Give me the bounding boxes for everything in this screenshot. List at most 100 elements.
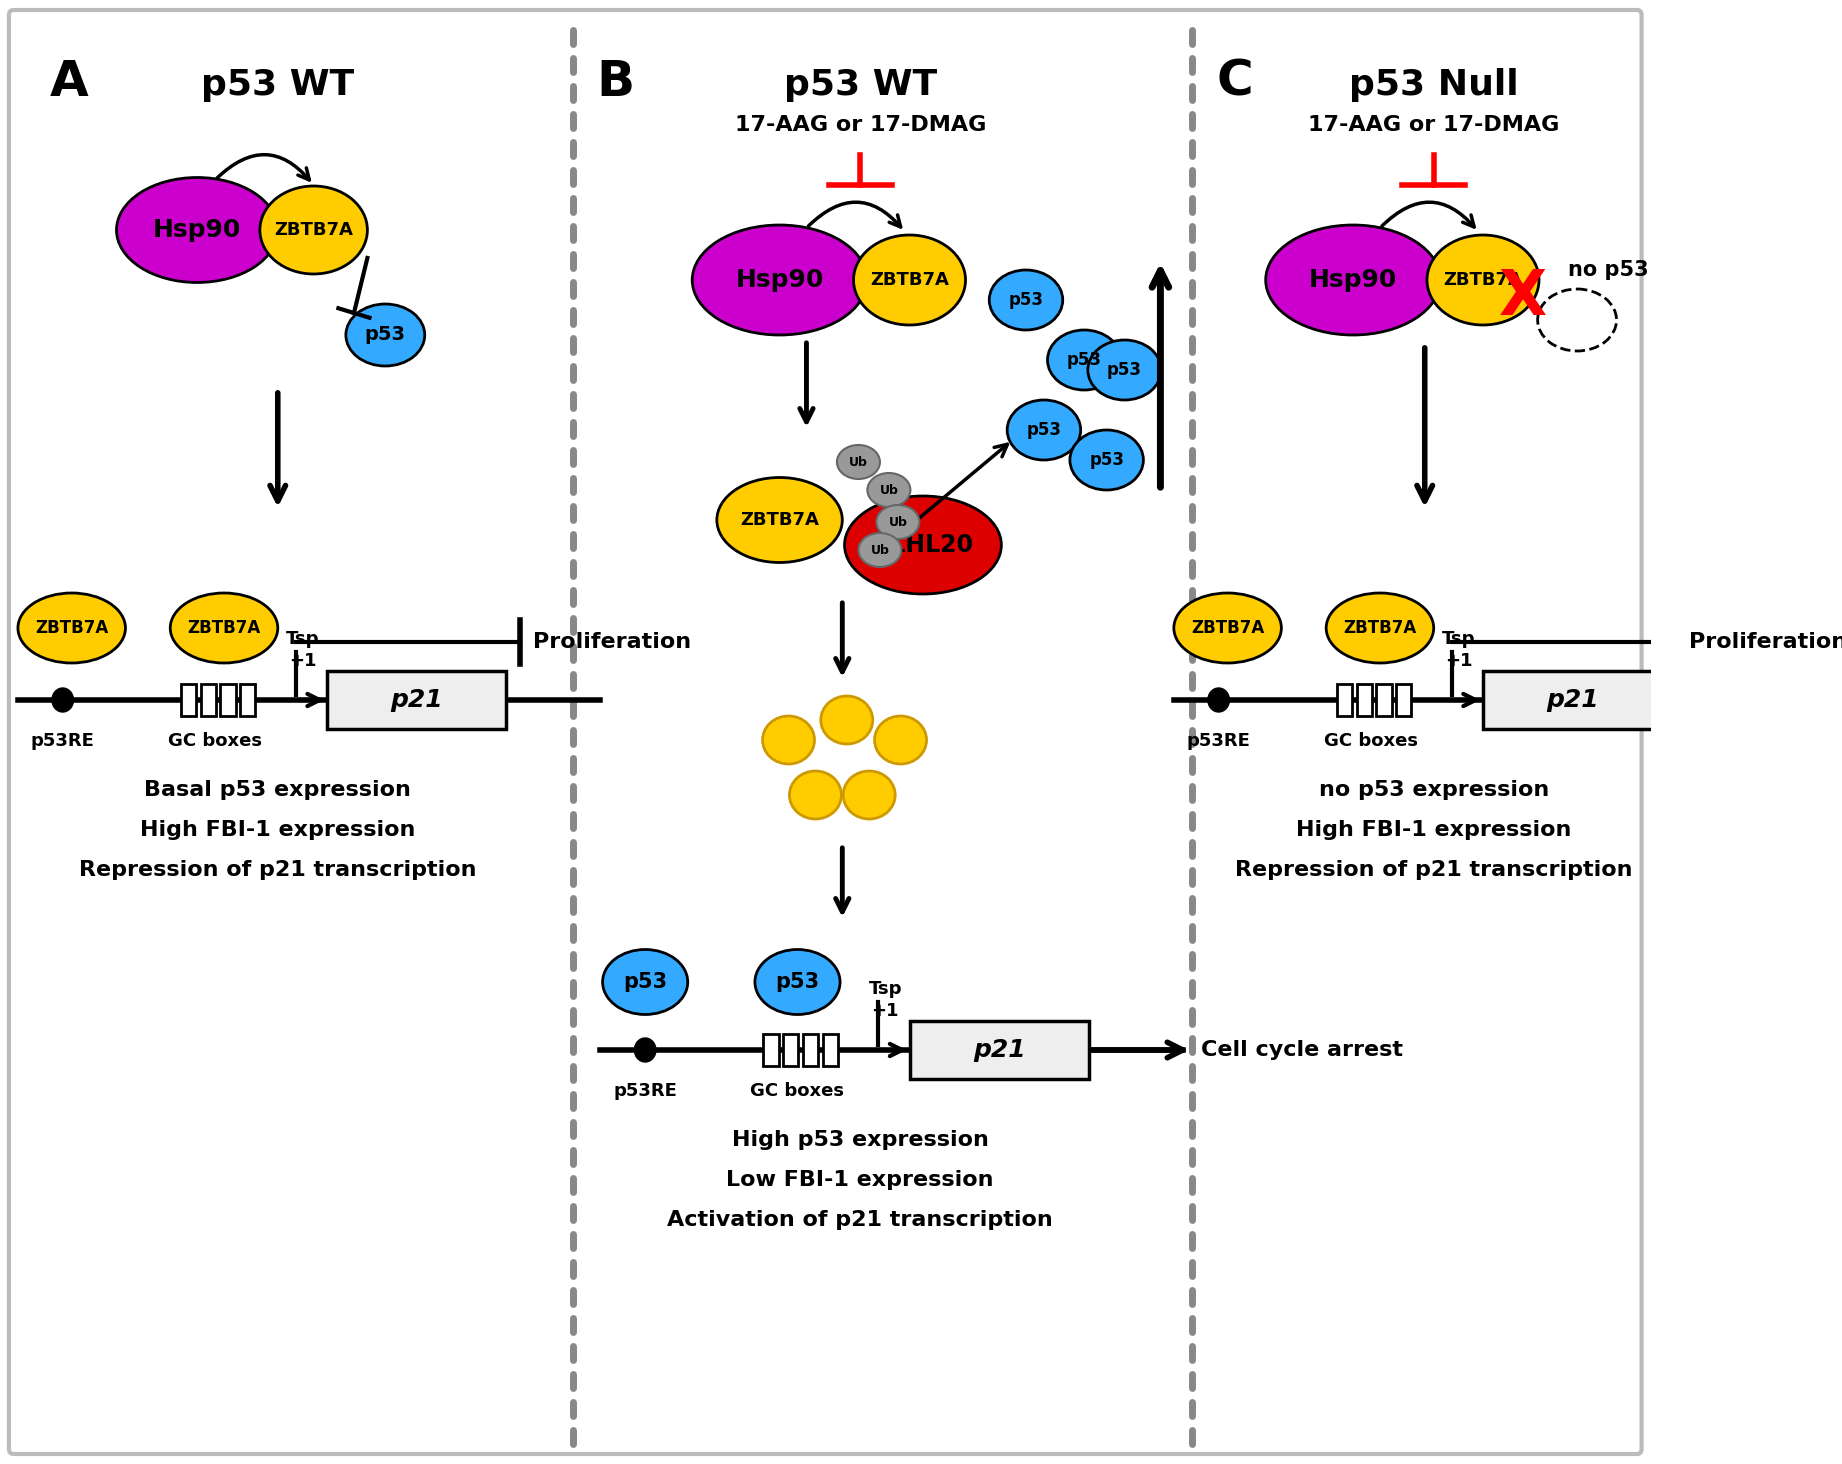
- Text: ZBTB7A: ZBTB7A: [1343, 619, 1416, 637]
- Ellipse shape: [1070, 430, 1144, 490]
- Bar: [328, 671, 507, 729]
- Ellipse shape: [260, 186, 367, 274]
- Ellipse shape: [717, 477, 842, 562]
- Ellipse shape: [844, 496, 1002, 594]
- Text: p53: p53: [1008, 291, 1044, 309]
- Bar: [1483, 671, 1661, 729]
- Text: p53: p53: [1089, 451, 1124, 468]
- Text: Repression of p21 transcription: Repression of p21 transcription: [79, 859, 477, 880]
- Text: Repression of p21 transcription: Repression of p21 transcription: [1234, 859, 1632, 880]
- Bar: [803, 1034, 818, 1066]
- Text: High p53 expression: High p53 expression: [731, 1130, 989, 1151]
- Text: ZBTB7A: ZBTB7A: [1192, 619, 1264, 637]
- Ellipse shape: [18, 593, 125, 663]
- Text: Ub: Ub: [879, 483, 899, 496]
- Text: no p53: no p53: [1568, 261, 1649, 280]
- Ellipse shape: [346, 305, 426, 366]
- Text: ZBTB7A: ZBTB7A: [274, 221, 354, 239]
- Bar: [783, 1034, 798, 1066]
- Text: GC boxes: GC boxes: [168, 732, 262, 750]
- Text: Low FBI-1 expression: Low FBI-1 expression: [726, 1170, 995, 1190]
- Text: GC boxes: GC boxes: [1324, 732, 1418, 750]
- Text: GC boxes: GC boxes: [750, 1082, 844, 1099]
- Ellipse shape: [755, 950, 840, 1015]
- Text: no p53 expression: no p53 expression: [1319, 780, 1549, 799]
- Text: Cell cycle arrest: Cell cycle arrest: [1201, 1039, 1404, 1060]
- Text: ZBTB7A: ZBTB7A: [740, 511, 820, 529]
- Text: Tsp: Tsp: [286, 630, 321, 649]
- Bar: [1396, 684, 1411, 716]
- Text: Activation of p21 transcription: Activation of p21 transcription: [667, 1211, 1054, 1230]
- Text: Ub: Ub: [888, 515, 908, 529]
- Text: p53: p53: [623, 972, 667, 993]
- Circle shape: [52, 688, 74, 712]
- Text: Hsp90: Hsp90: [153, 218, 241, 242]
- Text: C: C: [1218, 59, 1254, 105]
- Ellipse shape: [693, 225, 868, 335]
- Text: p53: p53: [365, 325, 405, 344]
- Ellipse shape: [836, 445, 880, 479]
- Text: ZBTB7A: ZBTB7A: [188, 619, 260, 637]
- Text: A: A: [50, 59, 88, 105]
- Text: B: B: [595, 59, 634, 105]
- Text: p21: p21: [1545, 688, 1599, 712]
- Ellipse shape: [1265, 225, 1440, 335]
- Ellipse shape: [858, 533, 901, 567]
- Text: 17-AAG or 17-DMAG: 17-AAG or 17-DMAG: [735, 116, 985, 135]
- Text: High FBI-1 expression: High FBI-1 expression: [1297, 820, 1571, 840]
- Bar: [910, 1020, 1089, 1079]
- Text: Tsp: Tsp: [1442, 630, 1475, 649]
- Text: Ub: Ub: [849, 455, 868, 468]
- Ellipse shape: [853, 236, 965, 325]
- FancyBboxPatch shape: [9, 10, 1641, 1454]
- Text: Hsp90: Hsp90: [735, 268, 823, 291]
- Text: p53: p53: [1067, 351, 1102, 369]
- Text: p53: p53: [775, 972, 820, 993]
- Text: p53: p53: [1026, 422, 1061, 439]
- Ellipse shape: [169, 593, 278, 663]
- Bar: [201, 684, 216, 716]
- Ellipse shape: [602, 950, 687, 1015]
- Text: ZBTB7A: ZBTB7A: [869, 271, 949, 288]
- Ellipse shape: [1089, 340, 1160, 400]
- Ellipse shape: [875, 716, 927, 764]
- Ellipse shape: [1538, 288, 1617, 351]
- Text: Hsp90: Hsp90: [1310, 268, 1398, 291]
- Text: ZBTB7A: ZBTB7A: [35, 619, 109, 637]
- Text: p53RE: p53RE: [31, 732, 94, 750]
- Text: +1: +1: [289, 651, 317, 671]
- Ellipse shape: [116, 177, 278, 283]
- Text: p21: p21: [973, 1038, 1026, 1061]
- Bar: [1358, 684, 1372, 716]
- Ellipse shape: [1428, 236, 1538, 325]
- Bar: [1337, 684, 1352, 716]
- Ellipse shape: [763, 716, 814, 764]
- Ellipse shape: [877, 505, 919, 539]
- Text: Ub: Ub: [871, 543, 890, 556]
- Ellipse shape: [790, 772, 842, 818]
- Bar: [181, 684, 197, 716]
- Text: X: X: [1499, 268, 1547, 328]
- Text: High FBI-1 expression: High FBI-1 expression: [140, 820, 416, 840]
- Ellipse shape: [822, 695, 873, 744]
- Ellipse shape: [1173, 593, 1282, 663]
- Text: Basal p53 expression: Basal p53 expression: [144, 780, 411, 799]
- Ellipse shape: [844, 772, 895, 818]
- Ellipse shape: [989, 269, 1063, 329]
- Bar: [221, 684, 236, 716]
- Text: p53RE: p53RE: [1186, 732, 1251, 750]
- Text: Proliferation: Proliferation: [1689, 632, 1842, 651]
- Ellipse shape: [868, 473, 910, 507]
- Text: p53 Null: p53 Null: [1348, 67, 1518, 102]
- Text: Proliferation: Proliferation: [532, 632, 691, 651]
- Bar: [239, 684, 256, 716]
- Text: ZBTB7A: ZBTB7A: [1444, 271, 1523, 288]
- Text: p53 WT: p53 WT: [783, 67, 938, 102]
- Circle shape: [1208, 688, 1229, 712]
- Ellipse shape: [1008, 400, 1081, 460]
- Text: p53 WT: p53 WT: [201, 67, 354, 102]
- Circle shape: [634, 1038, 656, 1061]
- Ellipse shape: [1326, 593, 1433, 663]
- Text: p53RE: p53RE: [613, 1082, 678, 1099]
- Text: Tsp: Tsp: [869, 979, 903, 998]
